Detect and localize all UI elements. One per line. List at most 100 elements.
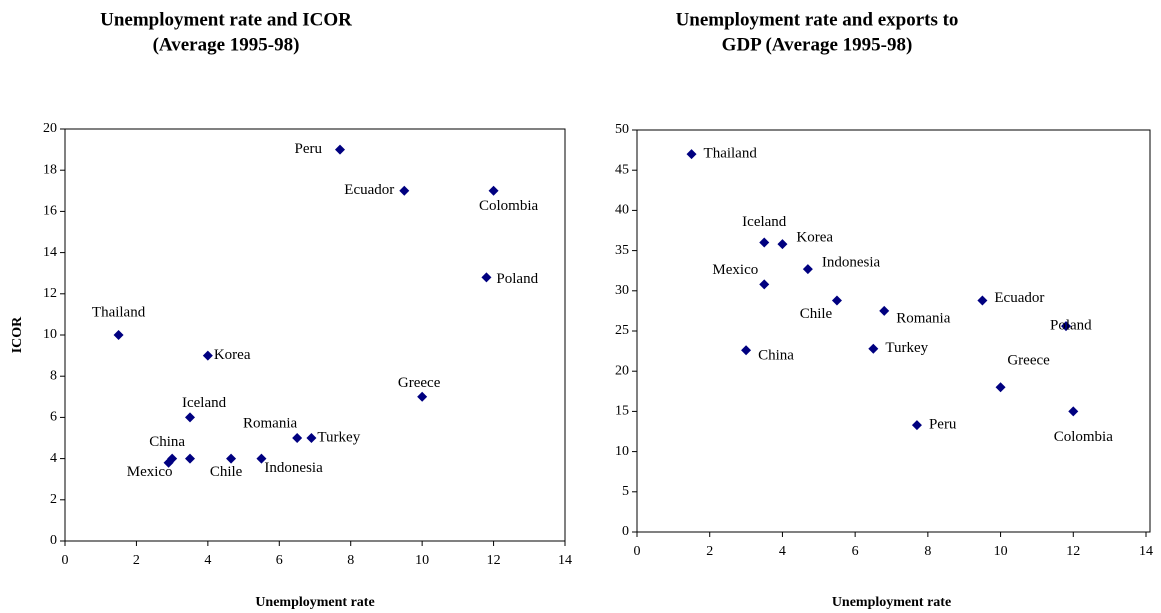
x-tick-label: 14 [558, 553, 572, 568]
point [163, 457, 174, 468]
x-tick-label: 10 [415, 553, 429, 568]
point-label: Ecuador [344, 182, 394, 198]
point-label: Chile [210, 464, 243, 480]
x-tick-label: 6 [852, 544, 859, 559]
point [802, 264, 813, 275]
point-label: Turkey [885, 340, 928, 356]
point [256, 453, 267, 464]
point-label: Ecuador [994, 290, 1044, 306]
y-tick-label: 50 [615, 122, 629, 137]
y-tick-label: 0 [622, 524, 629, 539]
point [113, 330, 124, 340]
y-tick-label: 30 [615, 283, 629, 298]
point-label: Thailand [92, 304, 146, 320]
y-tick-label: 12 [43, 286, 57, 301]
point-label: Romania [896, 310, 950, 326]
x-tick-label: 4 [779, 544, 786, 559]
point-label: Poland [496, 271, 538, 287]
point-label: Indonesia [264, 460, 323, 476]
x-tick-label: 10 [994, 544, 1008, 559]
x-tick-label: 14 [1139, 544, 1153, 559]
point-label: Colombia [1054, 429, 1114, 445]
point [759, 237, 770, 248]
point [759, 279, 770, 290]
y-tick-label: 0 [50, 533, 57, 548]
point [481, 272, 492, 283]
point [417, 391, 428, 402]
x-tick-label: 8 [347, 553, 354, 568]
point [911, 420, 922, 431]
y-tick-label: 15 [615, 404, 629, 419]
y-tick-label: 5 [622, 484, 629, 499]
point-label: Turkey [317, 429, 360, 445]
y-tick-label: 35 [615, 243, 629, 258]
y-tick-label: 10 [615, 444, 629, 459]
x-tick-label: 2 [133, 553, 140, 568]
y-tick-label: 45 [615, 162, 629, 177]
y-tick-label: 2 [50, 492, 57, 507]
x-tick-label: 4 [204, 553, 211, 568]
point-label: Indonesia [822, 255, 881, 271]
chart-title: GDP (Average 1995-98) [722, 34, 913, 55]
point [185, 453, 195, 464]
point [995, 382, 1006, 393]
point-label: Korea [796, 230, 833, 246]
point [306, 433, 317, 443]
point [292, 433, 303, 443]
point-label: Colombia [479, 198, 539, 214]
point [741, 345, 752, 356]
point-label: Greece [1007, 353, 1050, 369]
chart-title: Unemployment rate and ICOR [100, 9, 352, 30]
point [977, 295, 988, 306]
point [399, 185, 410, 196]
point [686, 149, 697, 160]
x-tick-label: 12 [487, 553, 501, 568]
point [1068, 406, 1079, 417]
point [488, 185, 499, 196]
point-label: Romania [243, 415, 297, 431]
y-tick-label: 20 [615, 363, 629, 378]
point-label: Poland [1050, 318, 1092, 334]
point-label: Iceland [742, 214, 787, 230]
x-tick-label: 2 [706, 544, 713, 559]
point [226, 453, 237, 464]
x-axis-title: Unemployment rate [255, 595, 374, 610]
point-label: Greece [398, 375, 441, 391]
point [777, 239, 788, 250]
point-label: Mexico [127, 464, 173, 480]
y-tick-label: 6 [50, 410, 57, 425]
x-tick-label: 12 [1066, 544, 1080, 559]
chart-title: (Average 1995-98) [153, 34, 300, 55]
point [335, 144, 345, 155]
point [1061, 321, 1072, 332]
point-label: China [758, 348, 794, 364]
chart-title: Unemployment rate and exports to [676, 9, 959, 30]
point [868, 343, 879, 354]
y-tick-label: 8 [50, 368, 57, 383]
point-label: Peru [929, 417, 957, 433]
y-tick-label: 4 [50, 451, 57, 466]
x-tick-label: 0 [62, 553, 69, 568]
x-tick-label: 6 [276, 553, 283, 568]
point [185, 412, 195, 423]
x-tick-label: 0 [634, 544, 641, 559]
y-tick-label: 16 [43, 204, 57, 219]
point-label: Iceland [182, 395, 227, 411]
y-tick-label: 40 [615, 203, 629, 218]
point-label: Mexico [712, 262, 758, 278]
point [879, 305, 890, 316]
point-label: Chile [800, 306, 833, 322]
y-tick-label: 20 [43, 121, 57, 136]
y-axis-title: ICOR [10, 316, 25, 353]
y-tick-label: 25 [615, 323, 629, 338]
x-tick-label: 8 [924, 544, 931, 559]
y-tick-label: 18 [43, 162, 57, 177]
point-label: Peru [295, 141, 323, 157]
point [202, 350, 213, 361]
point [831, 295, 842, 306]
point-label: Korea [214, 347, 251, 363]
y-tick-label: 10 [43, 327, 57, 342]
point-label: Thailand [704, 146, 758, 162]
y-tick-label: 14 [43, 245, 57, 260]
